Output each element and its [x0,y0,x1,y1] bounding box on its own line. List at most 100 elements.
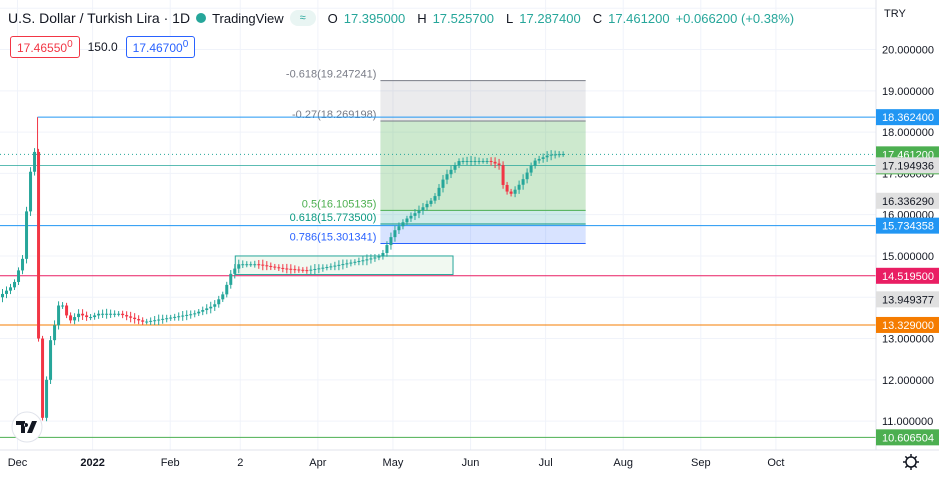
candle-body[interactable] [549,154,553,156]
candle-body[interactable] [189,314,193,316]
sell-button[interactable]: 17.465500 [10,36,80,58]
candle-body[interactable] [37,151,41,339]
candle-body[interactable] [17,270,21,282]
candle-body[interactable] [405,218,409,223]
candle-body[interactable] [57,305,61,326]
candle-body[interactable] [217,299,221,305]
candle-body[interactable] [481,161,485,163]
candle-body[interactable] [545,155,549,158]
candle-body[interactable] [121,313,125,316]
candle-body[interactable] [493,161,497,164]
candle-body[interactable] [441,179,445,188]
candle-body[interactable] [289,268,293,270]
candle-body[interactable] [241,264,245,266]
candle-body[interactable] [429,200,433,204]
candle-body[interactable] [93,315,97,318]
candle-body[interactable] [397,226,401,231]
currency-selector[interactable]: TRY [884,8,906,20]
candle-body[interactable] [337,264,341,266]
candle-body[interactable] [341,264,345,266]
candle-body[interactable] [377,256,381,258]
candle-body[interactable] [353,261,357,263]
candle-body[interactable] [381,252,385,257]
candle-body[interactable] [85,315,89,318]
candle-body[interactable] [33,151,37,172]
candle-body[interactable] [501,165,505,185]
candle-body[interactable] [185,314,189,316]
candle-body[interactable] [281,267,285,269]
candle-body[interactable] [177,316,181,318]
candle-body[interactable] [229,273,233,285]
candle-body[interactable] [137,319,141,321]
buy-button[interactable]: 17.467000 [125,36,196,58]
candle-body[interactable] [213,304,217,307]
candle-body[interactable] [65,305,69,316]
candle-body[interactable] [393,230,397,238]
candle-body[interactable] [181,315,185,317]
candle-body[interactable] [45,379,49,418]
candle-body[interactable] [237,264,241,269]
candle-body[interactable] [29,171,33,212]
candle-body[interactable] [53,325,57,341]
candle-body[interactable] [5,290,9,294]
candle-body[interactable] [521,179,525,185]
candle-body[interactable] [73,317,77,321]
candle-body[interactable] [113,313,117,315]
candle-body[interactable] [277,267,281,269]
candle-body[interactable] [321,267,325,269]
candle-body[interactable] [301,269,305,271]
candle-body[interactable] [61,305,65,307]
candle-body[interactable] [349,262,353,264]
candle-body[interactable] [293,269,297,271]
candle-body[interactable] [89,317,93,319]
candle-body[interactable] [25,211,29,259]
candle-body[interactable] [117,313,121,315]
candle-body[interactable] [297,269,301,271]
candle-body[interactable] [389,237,393,246]
tradingview-logo-icon[interactable] [11,411,43,443]
candle-body[interactable] [525,172,529,180]
candle-body[interactable] [497,163,501,166]
candle-body[interactable] [49,340,53,380]
candle-body[interactable] [385,245,389,253]
candle-body[interactable] [101,313,105,315]
candle-body[interactable] [505,184,509,192]
candle-body[interactable] [369,258,373,260]
candle-body[interactable] [261,264,265,266]
candle-body[interactable] [425,203,429,208]
candle-body[interactable] [109,313,113,315]
candle-body[interactable] [105,313,109,315]
candle-body[interactable] [421,207,425,211]
candle-body[interactable] [221,294,225,300]
candle-body[interactable] [365,259,369,261]
candle-body[interactable] [201,310,205,312]
candle-body[interactable] [77,313,81,318]
candle-body[interactable] [169,317,173,319]
candle-body[interactable] [537,158,541,161]
candle-body[interactable] [129,316,133,318]
candle-body[interactable] [557,154,561,156]
candle-body[interactable] [417,210,421,214]
price-axis[interactable] [876,0,939,477]
candle-body[interactable] [269,265,273,267]
candle-body[interactable] [361,260,365,262]
candle-body[interactable] [477,161,481,163]
candle-body[interactable] [357,261,361,263]
candle-body[interactable] [305,270,309,272]
candle-body[interactable] [433,196,437,201]
candle-body[interactable] [97,313,101,316]
candle-body[interactable] [13,281,17,288]
candle-body[interactable] [449,169,453,175]
candle-body[interactable] [489,161,493,163]
candle-body[interactable] [69,315,73,321]
candle-body[interactable] [9,287,13,291]
candle-body[interactable] [193,313,197,315]
candle-body[interactable] [325,267,329,269]
candle-body[interactable] [133,317,137,320]
candle-body[interactable] [473,161,477,163]
candle-body[interactable] [509,191,513,194]
symbol-title[interactable]: U.S. Dollar / Turkish Lira · 1D [8,10,191,26]
candle-body[interactable] [329,266,333,268]
candle-body[interactable] [153,320,157,322]
candle-body[interactable] [165,318,169,320]
